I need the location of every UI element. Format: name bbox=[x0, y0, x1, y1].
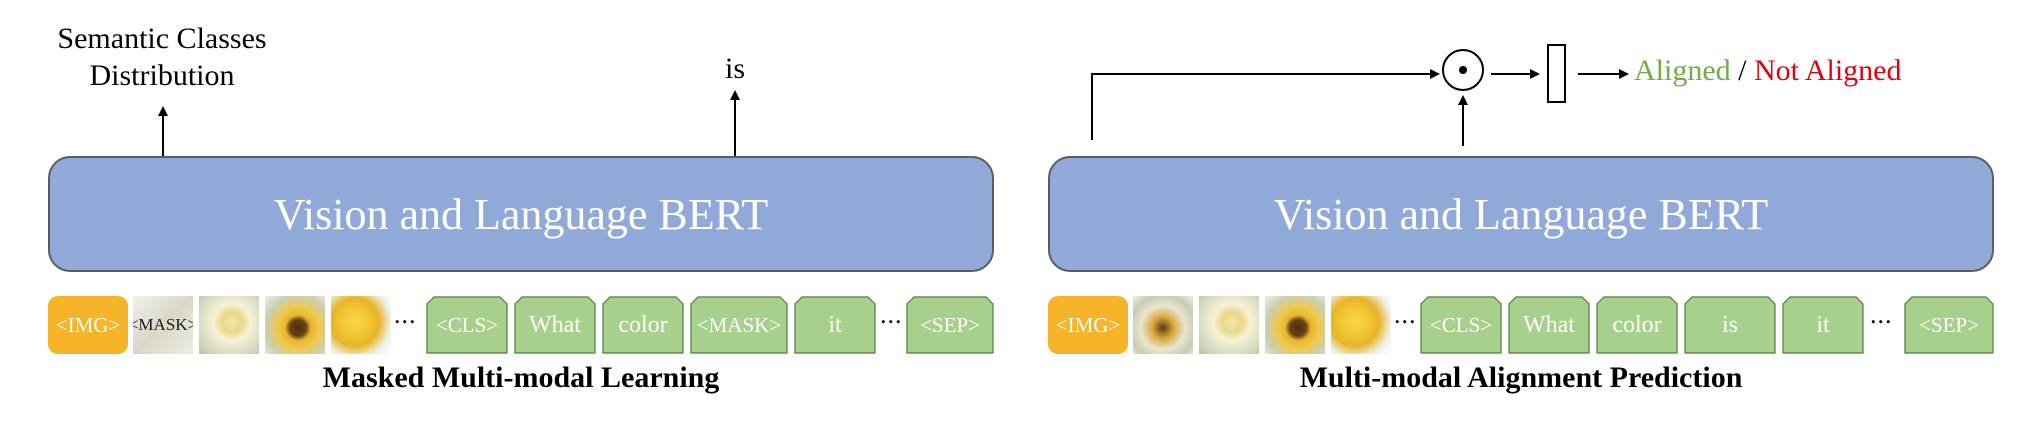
left-text-ellipsis: ... bbox=[880, 300, 903, 330]
aligned-label: Aligned bbox=[1634, 54, 1731, 87]
right-text-token-is: is bbox=[1684, 296, 1776, 354]
right-image-ellipsis: ... bbox=[1394, 300, 1417, 330]
left-text-token-what: What bbox=[514, 296, 596, 354]
not-aligned-label: Not Aligned bbox=[1754, 54, 1902, 87]
right-image-patch-2 bbox=[1199, 296, 1259, 354]
right-bert-label: Vision and Language BERT bbox=[1274, 189, 1769, 240]
left-image-patch-1 bbox=[199, 296, 259, 354]
right-image-patch-4 bbox=[1331, 296, 1391, 354]
left-text-token-cls: <CLS> bbox=[426, 296, 508, 354]
left-image-patch-3 bbox=[331, 296, 391, 354]
right-bert-block: Vision and Language BERT bbox=[1048, 156, 1994, 272]
right-text-token-sep: <SEP> bbox=[1904, 296, 1994, 354]
predicted-word-label: is bbox=[700, 50, 770, 87]
right-text-token-what: What bbox=[1508, 296, 1590, 354]
output-separator: / bbox=[1738, 54, 1746, 87]
left-caption: Masked Multi-modal Learning bbox=[48, 361, 994, 395]
left-image-ellipsis: ... bbox=[394, 300, 417, 330]
left-image-patch-2 bbox=[265, 296, 325, 354]
alignment-output-label: Aligned / Not Aligned bbox=[1634, 54, 1902, 88]
right-image-patch-3 bbox=[1265, 296, 1325, 354]
left-text-token-mask: <MASK> bbox=[690, 296, 788, 354]
right-text-ellipsis: ... bbox=[1870, 300, 1893, 330]
left-text-token-sep: <SEP> bbox=[906, 296, 994, 354]
right-text-token-color: color bbox=[1596, 296, 1678, 354]
right-text-token-it: it bbox=[1782, 296, 1864, 354]
semantic-classes-label: Semantic Classes Distribution bbox=[40, 20, 284, 94]
arrow-cls-to-dot bbox=[1092, 74, 1438, 140]
right-image-patch-1 bbox=[1133, 296, 1193, 354]
right-caption: Multi-modal Alignment Prediction bbox=[1048, 361, 1994, 395]
left-bert-label: Vision and Language BERT bbox=[274, 189, 769, 240]
right-text-token-cls: <CLS> bbox=[1420, 296, 1502, 354]
left-text-token-color: color bbox=[602, 296, 684, 354]
left-bert-block: Vision and Language BERT bbox=[48, 156, 994, 272]
left-text-token-it: it bbox=[794, 296, 876, 354]
right-img-token: <IMG> bbox=[1048, 296, 1128, 354]
left-img-token: <IMG> bbox=[48, 296, 128, 354]
fc-layer-box bbox=[1548, 45, 1565, 102]
left-masked-image-patch: <MASK> bbox=[133, 296, 193, 354]
